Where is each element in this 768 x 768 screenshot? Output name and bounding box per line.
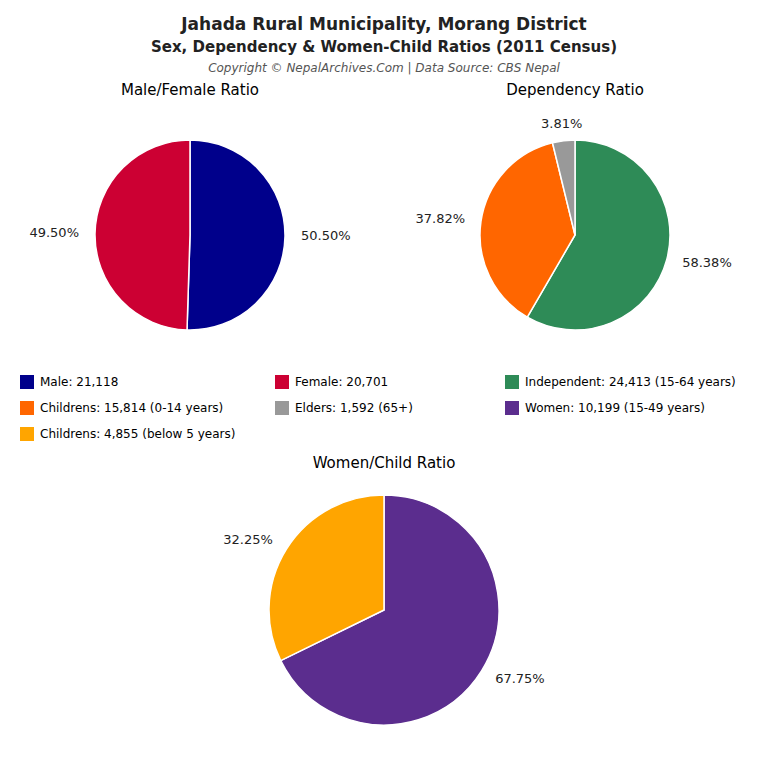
legend-label: Independent: 24,413 (15-64 years) [525,375,736,389]
legend-item: Independent: 24,413 (15-64 years) [505,375,736,390]
legend-swatch [275,375,289,389]
slices [95,140,285,330]
legend-label: Elders: 1,592 (65+) [295,401,413,415]
pie-title: Male/Female Ratio [121,81,259,99]
legend-item: Women: 10,199 (15-49 years) [505,401,705,416]
pie-slice [95,140,190,330]
pie-title: Women/Child Ratio [313,454,456,472]
legend-swatch [20,427,34,441]
pie-chart: Dependency Ratio 58.38% 37.82% 3.81% [416,81,732,330]
annotation: Copyright © NepalArchives.Com | Data Sou… [208,61,560,75]
pie-slice [552,140,575,235]
data-label: 67.75% [495,671,545,686]
data-label: 58.38% [682,255,732,270]
pie-chart: Male/Female Ratio 50.50% 49.50% [29,81,350,330]
pie-title: Dependency Ratio [506,81,644,99]
legend: Male: 21,118 Female: 20,701 Independent: 2… [20,375,736,442]
data-labels: 58.38% 37.82% 3.81% [416,116,732,270]
legend-label: Female: 20,701 [295,375,388,389]
pie-slice [269,495,384,661]
pie-slice [187,140,285,330]
legend-item: Elders: 1,592 (65+) [275,401,413,416]
page-subtitle: Sex, Dependency & Women-Child Ratios (20… [151,38,617,56]
data-label: 50.50% [301,228,351,243]
background [0,0,768,768]
legend-item: Male: 21,118 [20,375,118,390]
data-labels: 50.50% 49.50% [29,225,350,243]
chart-root: Jahada Rural Municipality, Morang Distri… [0,0,768,768]
legend-swatch [20,401,34,415]
legend-label: Childrens: 4,855 (below 5 years) [40,427,235,441]
legend-swatch [20,375,34,389]
page-title: Jahada Rural Municipality, Morang Distri… [180,14,586,34]
slices [480,140,670,330]
legend-label: Women: 10,199 (15-49 years) [525,401,705,415]
data-label: 32.25% [223,532,273,547]
legend-item: Female: 20,701 [275,375,388,390]
legend-swatch [505,401,519,415]
data-label: 49.50% [29,225,79,240]
data-labels: 67.75% 32.25% [223,532,544,686]
legend-swatch [275,401,289,415]
legend-swatch [505,375,519,389]
legend-label: Male: 21,118 [40,375,118,389]
pie-chart: Women/Child Ratio 67.75% 32.25% [223,454,544,725]
legend-item: Childrens: 15,814 (0-14 years) [20,401,223,416]
legend-label: Childrens: 15,814 (0-14 years) [40,401,223,415]
legend-item: Childrens: 4,855 (below 5 years) [20,427,235,442]
data-label: 3.81% [541,116,582,131]
slices [269,495,499,725]
data-label: 37.82% [416,211,466,226]
